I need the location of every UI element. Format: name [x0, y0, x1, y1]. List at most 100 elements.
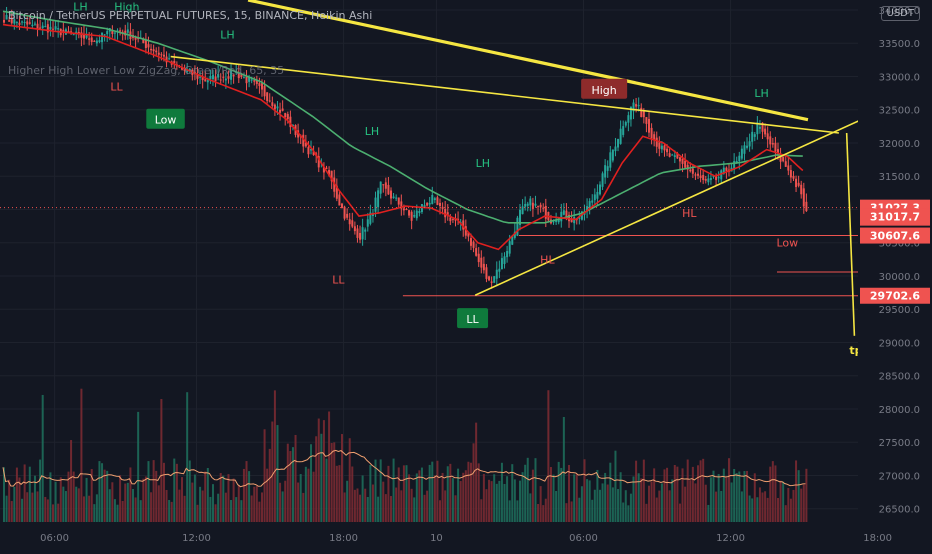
volume-bar — [170, 501, 173, 522]
candle-body — [771, 143, 774, 145]
candle-body — [493, 276, 496, 283]
volume-bar — [686, 459, 689, 522]
volume-bar — [787, 487, 790, 522]
volume-bar — [408, 474, 411, 522]
candle-body — [46, 24, 49, 33]
volume-bar — [653, 468, 656, 522]
candle-body — [725, 167, 728, 171]
candle-body — [276, 106, 279, 109]
volume-bar — [642, 459, 645, 522]
volume-bar — [390, 496, 392, 522]
candle-body — [199, 76, 202, 78]
volume-bar — [108, 489, 111, 522]
price-axis[interactable]: 34000.0 33500.0 33000.0 32500.0 32000.0 31500… — [858, 0, 932, 550]
candle-body — [498, 268, 501, 272]
volume-bar — [384, 494, 387, 522]
volume-bar — [521, 472, 524, 522]
candle-body — [697, 173, 700, 176]
candle-body — [619, 128, 622, 144]
candle-body — [444, 208, 447, 218]
axis-background — [858, 0, 932, 550]
candle-body — [609, 152, 612, 168]
volume-bar — [697, 465, 700, 522]
volume-bar — [49, 472, 52, 522]
drawings[interactable]: tp — [0, 0, 891, 357]
indicator-legend[interactable]: Higher High Lower Low ZigZag, Green/Red,… — [8, 64, 285, 77]
volume-bar — [413, 497, 416, 522]
volume-bar — [537, 504, 540, 522]
candle-body — [186, 70, 189, 72]
candle-body — [632, 102, 635, 112]
volume-bar — [645, 503, 648, 522]
volume-bar — [46, 499, 49, 522]
volume-bar — [312, 471, 315, 522]
candle-body — [410, 211, 413, 221]
volume-bar — [134, 497, 137, 522]
volume-bar — [431, 461, 434, 522]
volume-bar — [44, 496, 47, 522]
candle-body — [766, 133, 769, 140]
volume-bar — [183, 495, 186, 522]
candle-body — [10, 17, 13, 24]
volume-bar — [459, 481, 462, 522]
volume-bar — [495, 483, 498, 522]
candle-body — [439, 202, 442, 207]
candle-body — [637, 105, 640, 107]
candle-body — [374, 197, 377, 212]
candle-body — [77, 31, 80, 33]
volume-bar — [694, 483, 697, 522]
volume-bar — [201, 490, 204, 522]
candle-body — [237, 73, 240, 79]
candle-body — [317, 155, 320, 168]
candle-body — [88, 38, 91, 40]
candle-body — [699, 175, 702, 179]
volume-bar — [614, 450, 617, 522]
candle-body — [779, 153, 782, 162]
volume-bar — [242, 468, 245, 522]
volume-bar — [103, 469, 106, 522]
candle-body — [604, 165, 607, 178]
volume-bar — [8, 479, 11, 522]
currency-button[interactable]: USDT — [880, 6, 920, 21]
volume-bar — [152, 460, 155, 522]
candle-body — [289, 116, 292, 128]
candle-body — [436, 197, 439, 205]
volume-bar — [106, 470, 109, 522]
candle-body — [802, 188, 805, 207]
candle-body — [769, 136, 772, 145]
volume-bar — [366, 496, 369, 522]
candle-body — [41, 25, 44, 29]
candle-body — [384, 182, 387, 189]
candle-body — [516, 217, 519, 236]
candle-body — [537, 205, 540, 207]
volume-bar — [395, 487, 398, 522]
volume-bar — [132, 489, 134, 522]
time-tick-label: 10 — [430, 533, 443, 544]
candle-body — [52, 28, 55, 30]
candle-body — [150, 48, 153, 51]
volume-bar — [322, 420, 325, 522]
candle-body — [310, 149, 313, 151]
volume-bar — [606, 484, 609, 522]
volume-bar — [604, 472, 607, 522]
time-axis[interactable]: 06:00 12:00 18:00 10 06:00 12:00 18:00 — [40, 533, 892, 544]
volume-bar — [307, 468, 310, 522]
volume-bar — [70, 440, 73, 522]
volume-bar — [340, 434, 343, 522]
volume-bar — [90, 469, 93, 522]
volume-bar — [513, 479, 516, 522]
candle-body — [655, 137, 658, 147]
candle-body — [797, 182, 800, 186]
volume-bar — [769, 466, 772, 522]
volume-bar — [658, 490, 661, 522]
volume-bar — [433, 475, 436, 522]
zigzag-label: LH — [476, 157, 490, 170]
volume-bar — [379, 459, 382, 522]
volume-bar — [764, 491, 767, 522]
candle-body — [756, 122, 759, 135]
volume-bar — [317, 418, 320, 522]
candle-body — [230, 69, 233, 80]
candle-body — [722, 167, 725, 174]
